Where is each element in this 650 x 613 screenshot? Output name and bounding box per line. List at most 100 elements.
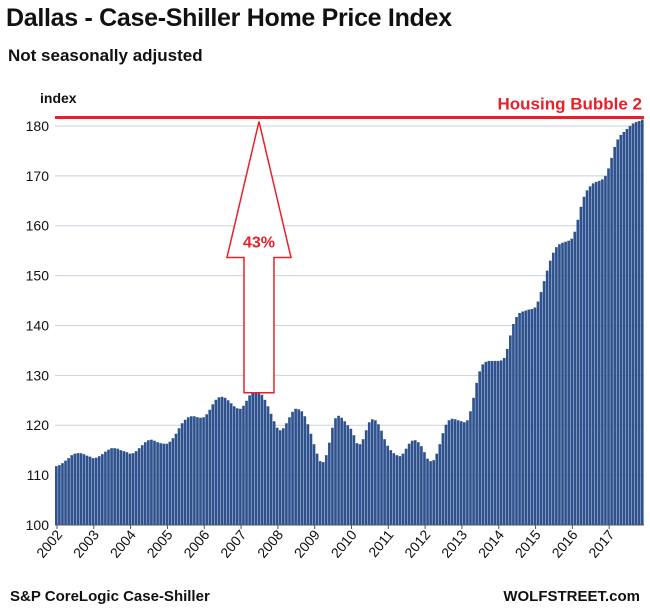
- bar: [533, 307, 537, 525]
- bar: [104, 451, 107, 525]
- bar: [226, 400, 230, 525]
- bar: [466, 420, 469, 525]
- bar: [297, 409, 301, 525]
- bar: [426, 458, 429, 525]
- bar: [79, 453, 83, 525]
- bar: [386, 445, 389, 525]
- bar: [91, 458, 95, 525]
- bar: [159, 443, 162, 525]
- x-tick-label: 2006: [180, 526, 212, 560]
- bar: [398, 456, 402, 525]
- bar: [637, 120, 641, 526]
- bar: [548, 260, 552, 525]
- bar: [591, 183, 595, 525]
- bar: [321, 462, 325, 525]
- bar: [597, 180, 601, 525]
- bar: [585, 190, 589, 525]
- bar: [272, 421, 276, 525]
- bar: [619, 134, 623, 525]
- bar: [607, 168, 610, 525]
- bar: [358, 444, 362, 525]
- bar: [239, 408, 242, 525]
- bar: [616, 139, 620, 525]
- bar: [352, 435, 356, 525]
- bar: [232, 406, 236, 525]
- bar: [515, 317, 518, 525]
- x-tick-label: 2005: [143, 526, 175, 560]
- x-tick-label: 2014: [475, 526, 507, 560]
- bar: [208, 409, 212, 525]
- bar: [377, 424, 380, 525]
- bar: [294, 408, 297, 525]
- bar: [85, 455, 89, 525]
- bar: [128, 453, 132, 525]
- bar: [472, 397, 475, 525]
- bar: [588, 186, 592, 525]
- x-tick-label: 2011: [365, 526, 397, 560]
- bar: [389, 450, 393, 525]
- y-axis-label: index: [40, 90, 77, 106]
- bar: [539, 292, 543, 525]
- bar: [137, 448, 141, 525]
- increase-arrow: [226, 121, 292, 394]
- bar: [392, 453, 396, 525]
- bar: [143, 442, 147, 525]
- bar: [328, 442, 331, 525]
- bar: [58, 465, 61, 525]
- bar: [97, 456, 101, 525]
- brand-credit: WOLFSTREET.com: [503, 588, 640, 605]
- bar: [183, 419, 187, 525]
- x-tick-label: 2015: [512, 526, 544, 560]
- bar: [251, 391, 254, 525]
- x-tick-label: 2013: [438, 526, 470, 560]
- bar: [420, 446, 423, 525]
- bar: [450, 418, 454, 525]
- bar: [545, 270, 549, 525]
- x-tick-label: 2009: [291, 526, 323, 560]
- bar: [469, 411, 472, 525]
- bar: [67, 458, 70, 525]
- bar: [282, 428, 285, 525]
- bar: [374, 420, 377, 525]
- annotations: Housing Bubble 2 43%: [55, 94, 644, 394]
- bar: [490, 360, 494, 525]
- bar: [113, 448, 116, 525]
- bar: [110, 448, 113, 525]
- bar: [573, 231, 577, 525]
- bar: [438, 444, 442, 525]
- bar: [613, 146, 616, 526]
- bar: [410, 440, 414, 525]
- bar: [165, 443, 169, 525]
- bar: [186, 417, 190, 525]
- bar: [334, 418, 337, 525]
- bar: [395, 455, 399, 525]
- bar: [269, 413, 273, 525]
- bar: [447, 420, 451, 525]
- bar: [453, 419, 457, 525]
- bar: [291, 411, 294, 525]
- bar: [622, 131, 626, 525]
- bar: [361, 439, 365, 525]
- bar: [631, 123, 635, 525]
- bar: [199, 417, 202, 525]
- bar: [463, 422, 466, 525]
- bar: [55, 466, 58, 525]
- bar: [116, 448, 120, 525]
- bar: [493, 360, 497, 525]
- bar: [484, 361, 488, 525]
- reference-line-label: Housing Bubble 2: [498, 94, 643, 113]
- bar: [107, 449, 110, 525]
- bar: [275, 427, 279, 525]
- bar: [561, 242, 564, 525]
- bar: [245, 400, 248, 525]
- bar: [235, 408, 239, 525]
- bar: [346, 425, 350, 525]
- bar: [254, 390, 258, 525]
- bar: [288, 417, 291, 525]
- bar: [303, 416, 307, 525]
- bar: [401, 453, 405, 525]
- bar: [475, 382, 478, 525]
- bar: [413, 440, 417, 525]
- x-tick-label: 2016: [548, 526, 580, 560]
- bar: [383, 439, 386, 525]
